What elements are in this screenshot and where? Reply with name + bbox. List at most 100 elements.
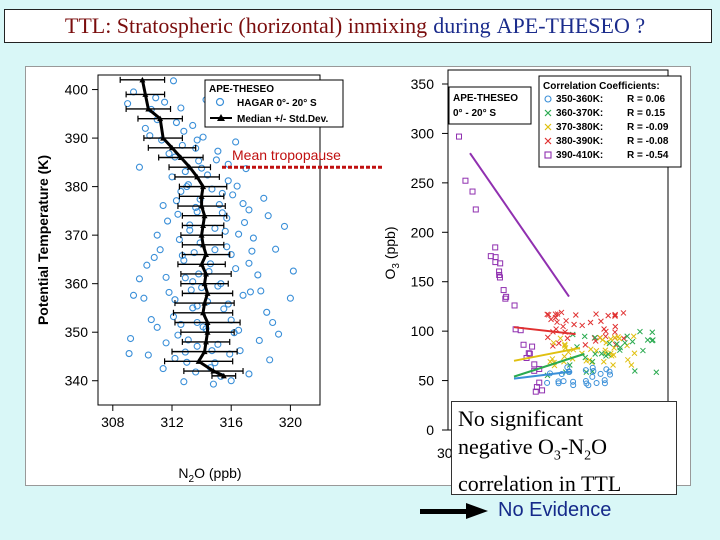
hagar-legend-marker (215, 97, 225, 107)
o3-point (593, 379, 600, 386)
median-marker (204, 329, 211, 335)
hagar-point (144, 351, 152, 359)
right-legend-left: APE-THESEO 0° - 20° S (448, 86, 532, 125)
hagar-point (153, 231, 161, 239)
left-y-tick-label: 370 (65, 227, 89, 243)
hagar-point (127, 334, 135, 343)
median-marker (203, 251, 210, 258)
hagar-point (193, 342, 201, 350)
o3-point (531, 361, 538, 368)
hagar-point (193, 136, 201, 144)
hagar-point (218, 189, 226, 197)
corr-legend-marker (544, 109, 552, 117)
hagar-point (192, 203, 200, 212)
o3-point (605, 312, 612, 319)
o3-point (622, 339, 628, 346)
hagar-point (153, 323, 161, 331)
left-legend-box (204, 79, 344, 128)
conclusion-o-text: O (591, 434, 608, 459)
hagar-point (195, 157, 203, 165)
right-y-tick-label: 0 (426, 422, 434, 438)
hagar-point (227, 377, 235, 385)
conclusion-o3-subscript: 3 (553, 448, 561, 464)
corr-legend-marker (544, 137, 552, 145)
o3-point (496, 271, 503, 278)
median-marker (201, 348, 208, 355)
median-marker (177, 154, 184, 160)
hagar-point (180, 127, 188, 135)
hagar-point (164, 217, 172, 225)
median-marker (198, 261, 205, 267)
conclusion-n2o-text: -N (560, 434, 585, 459)
hagar-point (171, 354, 179, 362)
left-legend-entry-1: HAGAR 0°- 20° S (237, 98, 317, 109)
arrow-shaft (420, 509, 470, 514)
o3-point (579, 322, 586, 329)
hagar-point (260, 194, 268, 202)
o3-point (628, 362, 635, 368)
hagar-point (183, 358, 191, 366)
o3-point (587, 319, 594, 326)
left-y-tick-label: 380 (65, 179, 89, 195)
hagar-point (245, 206, 253, 214)
conclusion-box: No significant negative O3-N2O correlati… (451, 401, 677, 496)
hagar-point (223, 243, 231, 251)
left-y-tick-label: 350 (65, 324, 89, 340)
hagar-point (169, 77, 178, 85)
hagar-point (168, 173, 176, 181)
corr-legend-marker (544, 123, 552, 131)
hagar-point (245, 370, 253, 378)
hagar-point (208, 347, 216, 355)
o3-point (583, 357, 590, 364)
correlation-legend: Correlation Coefficients: 350-360K: R = 0… (538, 75, 682, 168)
median-marker (210, 368, 217, 374)
o3-point (620, 310, 627, 316)
o3-point (549, 356, 556, 362)
o3-point (606, 368, 613, 375)
right-y-tick-label: 300 (411, 125, 435, 141)
right-y-tick-label: 350 (411, 76, 435, 92)
o3-point (582, 354, 589, 361)
o3-point (610, 362, 616, 368)
o3-point (592, 334, 598, 341)
correlation-legend-box (538, 75, 682, 168)
hagar-point (124, 100, 132, 108)
o3-point (587, 346, 594, 353)
o3-point (581, 333, 588, 340)
hagar-point (211, 359, 219, 367)
hagar-point (239, 291, 247, 299)
hagar-point (235, 326, 243, 334)
o3-point (601, 380, 608, 387)
hagar-point (280, 222, 289, 230)
conclusion-n2o-subscript: 2 (584, 448, 592, 464)
hagar-point (135, 275, 143, 283)
hagar-point (181, 168, 189, 176)
o3-point (472, 206, 479, 213)
hagar-point (162, 339, 170, 347)
median-marker (200, 183, 207, 190)
hagar-point (275, 330, 283, 338)
hagar-point (232, 138, 240, 146)
median-legend-marker (217, 114, 225, 121)
median-marker (145, 105, 152, 112)
title-part-3: APE-THESEO ? (496, 13, 646, 38)
corr-legend-marker (544, 151, 552, 159)
hagar-point (263, 308, 271, 316)
median-marker (204, 290, 211, 296)
o3-point (500, 287, 507, 294)
right-y-axis-title: O3 (ppb) (382, 226, 402, 279)
median-marker (200, 222, 207, 228)
hagar-point (245, 259, 253, 267)
left-x-tick-label: 308 (101, 414, 125, 430)
hagar-point (229, 191, 237, 199)
hagar-point (189, 121, 197, 130)
left-y-tick-label: 360 (65, 276, 89, 292)
right-legend-left-title: APE-THESEO (453, 93, 518, 104)
hagar-point (218, 209, 226, 217)
hagar-point (198, 164, 206, 172)
hagar-point (286, 294, 294, 302)
o3-point (582, 341, 589, 348)
hagar-point (184, 336, 192, 344)
hagar-point (240, 218, 249, 227)
